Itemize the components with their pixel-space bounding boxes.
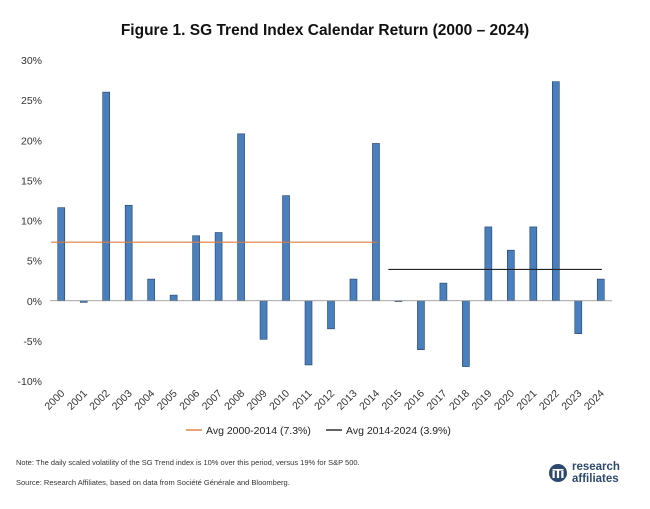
y-tick-label: 10%	[21, 216, 42, 228]
bar-2016	[417, 300, 425, 351]
bar-2017	[439, 282, 448, 302]
x-tick-label: 2000	[42, 388, 67, 413]
x-tick-label: 2002	[87, 388, 112, 413]
x-axis-ticks: 2000200120022003200420052006200720082009…	[42, 388, 607, 413]
bar-2018	[462, 300, 470, 367]
x-tick-label: 2021	[514, 388, 539, 413]
x-tick-label: 2015	[380, 388, 405, 413]
bar-2012	[327, 300, 335, 330]
legend-label-avg-2014-2024: Avg 2014-2024 (3.9%)	[346, 425, 451, 437]
bar-2019	[484, 226, 493, 302]
legend-label-avg-2000-2014: Avg 2000-2014 (7.3%)	[206, 425, 311, 437]
bar-2003	[124, 204, 133, 302]
x-tick-label: 2016	[402, 388, 427, 413]
bar-2008	[237, 133, 245, 302]
bar-2023	[574, 300, 583, 334]
logo-text: research affiliates	[572, 461, 620, 485]
x-tick-label: 2009	[245, 388, 270, 413]
average-lines	[51, 241, 602, 271]
bar-2005	[169, 294, 178, 302]
x-tick-label: 2007	[200, 388, 225, 413]
x-tick-label: 2022	[537, 388, 562, 413]
bar-2002	[102, 91, 110, 302]
chart-title: Figure 1. SG Trend Index Calendar Return…	[120, 22, 530, 39]
x-tick-label: 2010	[267, 388, 292, 413]
x-tick-label: 2013	[335, 388, 360, 413]
y-axis-ticks: 30% 25% 20% 15% 10% 5% 0% -5% -10%	[17, 55, 42, 388]
y-tick-label: 20%	[21, 135, 42, 147]
x-tick-label: 2004	[132, 388, 157, 413]
bar-2007	[214, 232, 223, 302]
research-affiliates-logo: research affiliates	[548, 460, 644, 488]
logo-mark-icon	[549, 464, 567, 482]
x-tick-label: 2012	[312, 388, 337, 413]
bar-2021	[529, 226, 538, 302]
bar-2022	[551, 81, 560, 302]
bar-2011	[304, 300, 313, 366]
bar-2009	[259, 300, 268, 340]
y-tick-label: 15%	[21, 175, 42, 187]
y-tick-label: -5%	[23, 336, 42, 348]
bar-2014	[372, 143, 380, 302]
y-tick-label: 0%	[27, 296, 42, 308]
chart-source: Source: Research Affiliates, based on da…	[16, 478, 290, 487]
x-tick-label: 2020	[492, 388, 517, 413]
bar-2000	[57, 207, 66, 302]
x-tick-label: 2017	[425, 388, 450, 413]
x-tick-label: 2008	[222, 388, 247, 413]
x-tick-label: 2018	[447, 388, 472, 413]
bar-2020	[507, 249, 515, 302]
bars	[57, 81, 605, 367]
x-tick-label: 2003	[110, 388, 135, 413]
logo-text-line2: affiliates	[572, 473, 619, 485]
x-tick-label: 2019	[469, 388, 494, 413]
bar-2006	[192, 235, 200, 302]
y-tick-label: -10%	[17, 376, 42, 388]
x-tick-label: 2014	[357, 388, 382, 413]
bar-2013	[349, 278, 358, 302]
x-tick-label: 2005	[155, 388, 180, 413]
x-tick-label: 2023	[559, 388, 584, 413]
legend: Avg 2000-2014 (7.3%) Avg 2014-2024 (3.9%…	[186, 425, 451, 437]
x-tick-label: 2001	[65, 388, 90, 413]
logo-text-line1: research	[572, 461, 620, 473]
x-tick-label: 2011	[290, 388, 315, 413]
chart-note: Note: The daily scaled volatility of the…	[16, 458, 360, 467]
bar-2010	[282, 195, 290, 302]
x-tick-label: 2024	[582, 388, 607, 413]
y-tick-label: 5%	[27, 256, 42, 268]
y-tick-label: 25%	[21, 95, 42, 107]
bar-2024	[596, 278, 605, 302]
bar-2004	[147, 278, 155, 302]
x-tick-label: 2006	[177, 388, 202, 413]
y-tick-label: 30%	[21, 55, 42, 67]
